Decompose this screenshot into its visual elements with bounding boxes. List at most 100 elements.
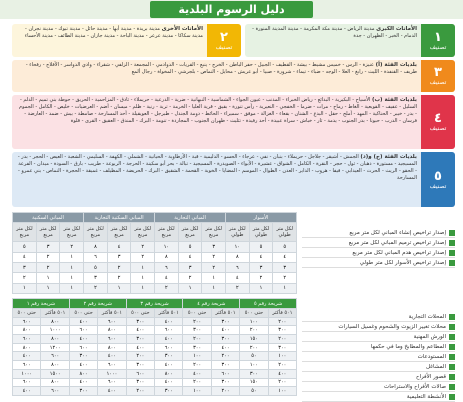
list-item: صالات الأفراح والاستراحات <box>302 382 455 392</box>
list-item: الورش المهنية <box>302 332 455 342</box>
item-text: المستودعات <box>417 353 446 360</box>
table-row: ٢٠٠ ١٠٠ ٣٠٠ ٢٠٠ ٤٠٠ ٣٠٠ ٦٠٠ ٤٠٠ ٨٠٠ ٦٠٠ <box>11 316 298 327</box>
cell: ٦٠٠ <box>210 368 241 379</box>
cell: ٨٠٠ <box>11 342 42 353</box>
list-item: إصدار تراخيص ترميم المباني لكل متر مربع <box>302 238 455 248</box>
item-list: إصدار تراخيص إنشاء المباني لكل متر مربع إ… <box>302 228 455 268</box>
cell: ٣٠٠ <box>68 351 99 362</box>
cell: ٣ <box>272 261 297 274</box>
list-item: المطاعم والمطابخ وما في حكمها <box>302 342 455 352</box>
tier-label: تصنيف <box>429 43 447 51</box>
cell: ٥٠ <box>239 386 269 396</box>
cell: ١٠٠ <box>267 351 298 362</box>
cell: ٨٠٠ <box>40 377 70 388</box>
subheader: لكل متر طولي <box>248 221 274 243</box>
cell: ٣٠٠ <box>210 360 241 370</box>
cell: ٢٠٠ <box>267 360 298 370</box>
cell: ٥ <box>12 241 37 253</box>
cell: ١ <box>12 282 37 295</box>
cell: ٢ <box>201 251 227 263</box>
tier-cities: مدينة الرياض - مدينة مكة المكرمة - مدينة… <box>252 26 417 39</box>
cell: ٤٠٠ <box>210 342 241 353</box>
cell: ٤٠٠ <box>11 386 42 396</box>
item-list: المحلات التجارية محلات تغيير الزيوت والشح… <box>302 312 455 402</box>
cell: ٦٠٠ <box>154 342 184 353</box>
cell: ١٠٠٠ <box>97 368 127 379</box>
cell: ١ <box>130 282 156 295</box>
cell: ٣٠٠ <box>182 325 212 336</box>
cell: ٢ <box>130 251 156 263</box>
cell: ٦٠٠ <box>97 377 127 388</box>
cell: ٢ <box>201 261 227 274</box>
cell: ١ <box>130 261 156 274</box>
cell: ٦ <box>154 261 179 274</box>
tier-title: بلديات الفئة (ج) و(د) <box>360 154 417 160</box>
cell: ٣٠٠ <box>210 316 241 327</box>
cell: ٢٠٠ <box>239 342 269 353</box>
item-text: المطاعم والمطابخ وما في حكمها <box>370 343 446 350</box>
subheader: لكل متر مربع <box>59 221 85 243</box>
subheader: لكل متر طولي <box>225 221 250 243</box>
bullet <box>449 323 455 330</box>
subheader: ٥٠١ فأكثر <box>40 308 70 318</box>
cell: ٣ <box>12 261 37 274</box>
item-text: إصدار تراخيص الأسوار لكل متر طولي <box>359 259 446 266</box>
cell: ٦ <box>83 251 108 263</box>
bullet <box>449 239 455 246</box>
tier-band: ٥ تصنيف بلديات الفئة (ج) و(د) الجمش - أشيق… <box>12 152 455 207</box>
subheader: ٥٠١ فأكثر <box>154 308 184 318</box>
cell: ٤٠٠ <box>267 368 298 379</box>
cell: ٢٠٠ <box>182 360 212 370</box>
cell: ٢ <box>35 261 61 274</box>
cell: ١٠ <box>154 241 179 253</box>
tier-badge: ١ تصنيف <box>421 24 455 57</box>
cell: ٤٠٠ <box>154 377 184 388</box>
cell: ٢ <box>12 272 37 284</box>
cell: ٣٠٠ <box>154 386 184 396</box>
table-row: ٣٠٠ ٢٠٠ ٤٠٠ ٣٠٠ ٦٠٠ ٤٠٠ ٨٠٠ ٦٠٠ ١٠٠٠ ٨٠٠ <box>11 325 298 336</box>
subheader: حتى ٥٠٠ <box>239 308 269 318</box>
cell: ٣٠٠ <box>210 334 241 344</box>
cell: ٨٠٠ <box>40 360 70 370</box>
tier-badge: ٤ تصنيف <box>421 95 455 149</box>
cell: ٢ <box>106 272 132 284</box>
cell: ١ <box>59 282 85 295</box>
subheader-row: لكل متر طولي لكل متر طولي لكل متر طولي لكل … <box>12 221 297 243</box>
group-header: المباني السكنية التجارية <box>83 212 156 223</box>
cell: ٤ <box>154 272 179 284</box>
cell: ١٠ <box>225 241 250 253</box>
cell: ١ <box>201 272 227 284</box>
cell: ١٢٠٠ <box>40 342 70 353</box>
tier-text: الأمانات الكبرى مدينة الرياض - مدينة مكة… <box>245 24 421 57</box>
tier-title: بلديات الفئة (أ) <box>375 62 417 68</box>
subheader-row: ٥٠١ فأكثر حتى ٥٠٠ ٥٠١ فأكثر حتى ٥٠٠ ٥٠١ فأكث… <box>11 308 298 318</box>
subheader: ٥٠١ فأكثر <box>210 308 241 318</box>
cell: ٤ <box>225 272 250 284</box>
cell: ٥ <box>83 261 108 274</box>
table-row: ٣٠٠ ٢٠٠ ٤٠٠ ٣٠٠ ٦٠٠ ٤٠٠ ٨٠٠ ٦٠٠ ١٢٠٠ ٨٠٠ <box>11 342 298 353</box>
cell: ٤ <box>248 251 274 263</box>
cell: ٢٠٠ <box>267 377 298 388</box>
cell: ١ <box>59 261 85 274</box>
group-header: شريحة رقم ٢ <box>68 298 127 309</box>
cell: ٣ <box>83 272 108 284</box>
item-text: قصور الأفراح <box>415 373 446 380</box>
cell: ١ <box>106 282 132 295</box>
cell: ٢ <box>130 241 156 253</box>
cell: ٤ <box>177 251 203 263</box>
cell: ٢٠٠ <box>182 334 212 344</box>
cell: ٨٠٠ <box>68 368 99 379</box>
tier-cities: عنيزة - الرس - خميس مشيط - بيشة - القطيف… <box>25 62 417 75</box>
tier-number: ٢ <box>220 29 228 45</box>
cell: ٣٠٠ <box>125 377 156 388</box>
cell: ٣٠٠ <box>68 386 99 396</box>
cell: ٢٠٠ <box>267 316 298 327</box>
cell: ٥ <box>272 241 297 253</box>
cell: ٣٠٠ <box>210 377 241 388</box>
cell: ٤٠٠ <box>11 351 42 362</box>
subheader: حتى ٥٠٠ <box>11 308 42 318</box>
cell: ٣٠٠ <box>182 342 212 353</box>
tier-band: ٢ تصنيف الأمانات الأخرى مدينة بريدة - مدين… <box>12 24 241 57</box>
